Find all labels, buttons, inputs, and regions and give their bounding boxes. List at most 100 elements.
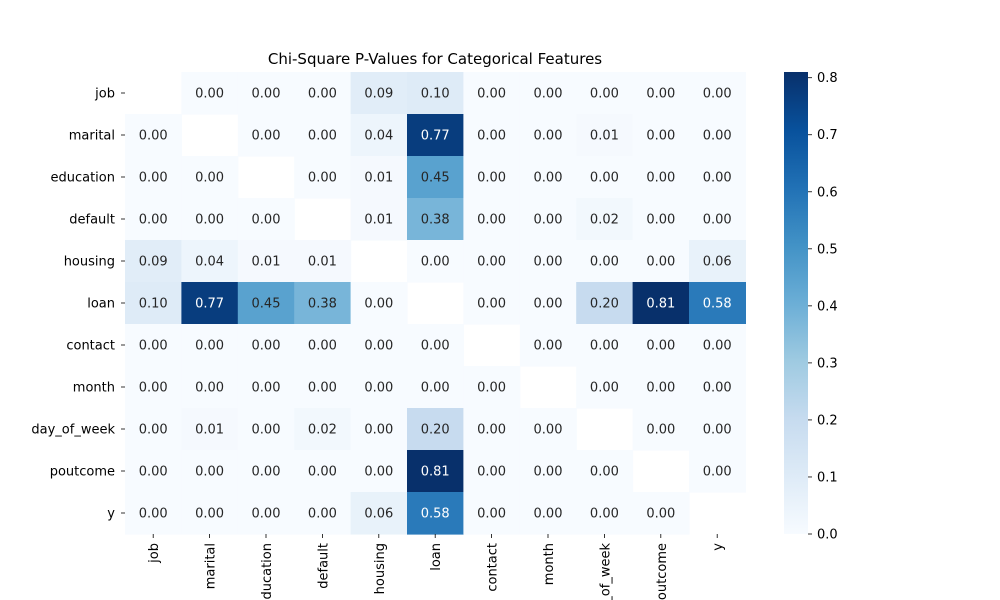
cell-value-label: 0.00 bbox=[308, 171, 337, 186]
heatmap-cell bbox=[350, 198, 408, 241]
heatmap-cell bbox=[294, 282, 352, 325]
heatmap-cell bbox=[632, 198, 690, 241]
cell-value-label: 0.00 bbox=[252, 507, 281, 522]
heatmap-cell bbox=[125, 240, 182, 283]
heatmap-cell bbox=[689, 240, 746, 283]
cell-value-label: 0.00 bbox=[703, 339, 732, 354]
heatmap-cell bbox=[519, 450, 577, 493]
cell-value-label: 0.10 bbox=[139, 297, 168, 312]
heatmap-cell bbox=[632, 324, 690, 367]
heatmap-cell bbox=[294, 366, 352, 409]
cell-value-label: 0.01 bbox=[364, 213, 393, 228]
heatmap-cell bbox=[463, 72, 521, 115]
cell-value-label: 0.00 bbox=[534, 339, 563, 354]
heatmap-cell bbox=[576, 366, 634, 409]
colorbar-tick-label: 0.3 bbox=[817, 356, 838, 371]
cell-value-label: 0.00 bbox=[534, 171, 563, 186]
column-tick-labels: job marital education default housing loan con… bbox=[147, 534, 726, 600]
row-tick-label: default bbox=[69, 213, 115, 228]
heatmap-cell bbox=[294, 156, 352, 199]
cell-value-label: 0.00 bbox=[534, 255, 563, 270]
heatmap-cell bbox=[350, 408, 408, 451]
cell-value-label: 0.00 bbox=[590, 255, 619, 270]
heatmap-cell bbox=[181, 282, 239, 325]
heatmap-cell bbox=[463, 282, 521, 325]
heatmap-cell bbox=[237, 198, 295, 241]
cell-value-label: 0.00 bbox=[252, 465, 281, 480]
cell-value-label: 0.00 bbox=[534, 423, 563, 438]
heatmap-cell bbox=[632, 240, 690, 283]
cell-value-label: 0.00 bbox=[703, 171, 732, 186]
cell-value-label: 0.00 bbox=[252, 339, 281, 354]
cell-value-label: 0.00 bbox=[252, 213, 281, 228]
cell-value-label: 0.00 bbox=[646, 87, 675, 102]
heatmap-cell bbox=[237, 324, 295, 367]
cell-value-label: 0.00 bbox=[477, 507, 506, 522]
heatmap-cell bbox=[294, 408, 352, 451]
heatmap-cell bbox=[407, 408, 464, 451]
cell-value-label: 0.00 bbox=[308, 339, 337, 354]
colorbar-tick-label: 0.2 bbox=[817, 413, 838, 428]
cell-value-label: 0.00 bbox=[646, 381, 675, 396]
cell-value-label: 0.00 bbox=[703, 465, 732, 480]
cell-value-label: 0.58 bbox=[421, 507, 450, 522]
heatmap-cell bbox=[463, 240, 521, 283]
row-tick-label: job bbox=[94, 87, 115, 102]
row-tick-label: education bbox=[50, 171, 115, 186]
heatmap-cell bbox=[350, 114, 408, 157]
cell-value-label: 0.04 bbox=[364, 129, 393, 144]
row-tick-label: month bbox=[73, 381, 115, 396]
cell-value-label: 0.77 bbox=[195, 297, 224, 312]
heatmap-cell bbox=[576, 240, 634, 283]
cell-value-label: 0.00 bbox=[590, 507, 619, 522]
heatmap-cell bbox=[519, 240, 577, 283]
heatmap-cell bbox=[181, 240, 239, 283]
cell-value-label: 0.00 bbox=[139, 213, 168, 228]
heatmap-cell bbox=[350, 72, 408, 115]
heatmap-cell bbox=[407, 72, 464, 115]
cell-value-label: 0.00 bbox=[195, 465, 224, 480]
column-tick-label: marital bbox=[204, 543, 219, 589]
colorbar: 0.0 0.1 0.2 0.3 0.4 0.5 0.6 0.7 0.8 bbox=[784, 71, 838, 543]
heatmap-cell bbox=[125, 408, 182, 451]
cell-value-label: 0.20 bbox=[421, 423, 450, 438]
cell-value-label: 0.00 bbox=[364, 297, 393, 312]
cell-value-label: 0.00 bbox=[252, 381, 281, 396]
heatmap-cell bbox=[407, 240, 464, 283]
heatmap-cell bbox=[350, 324, 408, 367]
heatmap-cell bbox=[463, 198, 521, 241]
cell-value-label: 0.00 bbox=[195, 171, 224, 186]
heatmap-cell bbox=[237, 450, 295, 493]
heatmap-cell bbox=[632, 72, 690, 115]
heatmap-cell bbox=[294, 114, 352, 157]
cell-value-label: 0.38 bbox=[421, 213, 450, 228]
heatmap-cell bbox=[576, 114, 634, 157]
cell-value-label: 0.00 bbox=[139, 507, 168, 522]
cell-value-label: 0.01 bbox=[308, 255, 337, 270]
cell-value-label: 0.00 bbox=[646, 507, 675, 522]
heatmap-cell bbox=[463, 114, 521, 157]
cell-value-label: 0.00 bbox=[534, 213, 563, 228]
cell-value-label: 0.09 bbox=[139, 255, 168, 270]
colorbar-tick-label: 0.1 bbox=[817, 470, 838, 485]
cell-value-label: 0.00 bbox=[703, 423, 732, 438]
heatmap-cell bbox=[294, 450, 352, 493]
heatmap-cell bbox=[632, 492, 690, 535]
cell-value-label: 0.00 bbox=[195, 381, 224, 396]
row-tick-label: housing bbox=[64, 255, 115, 270]
heatmap-cell bbox=[181, 450, 239, 493]
heatmap-cell bbox=[350, 156, 408, 199]
cell-value-label: 0.00 bbox=[195, 87, 224, 102]
cell-value-label: 0.00 bbox=[477, 171, 506, 186]
cell-value-label: 0.45 bbox=[421, 171, 450, 186]
cell-value-label: 0.02 bbox=[590, 213, 619, 228]
heatmap-cell bbox=[689, 282, 746, 325]
row-tick-label: contact bbox=[66, 339, 115, 354]
cell-value-label: 0.00 bbox=[703, 129, 732, 144]
heatmap-cell bbox=[237, 366, 295, 409]
cell-value-label: 0.00 bbox=[364, 381, 393, 396]
cell-value-label: 0.00 bbox=[590, 171, 619, 186]
heatmap-cell bbox=[181, 156, 239, 199]
cell-value-label: 0.81 bbox=[646, 297, 675, 312]
heatmap-cell bbox=[463, 366, 521, 409]
